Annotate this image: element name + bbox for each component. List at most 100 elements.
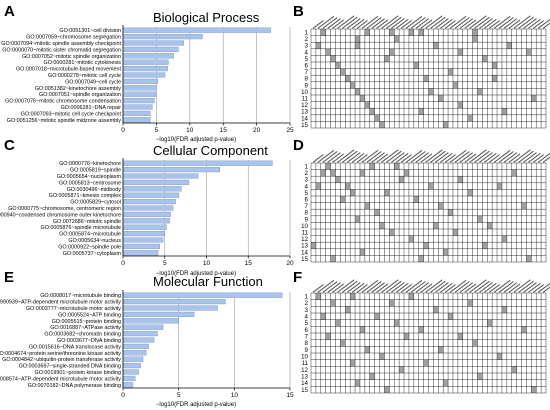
heatmap-column-label-f-11 (366, 281, 382, 293)
category-label-a-2: GO:0007094~mitotic spindle assembly chec… (1, 41, 121, 47)
heatmap-row-label-f-14: 15 (301, 387, 308, 394)
bar-a-6 (122, 66, 168, 72)
heatmap-row-label-b-12: 13 (301, 109, 308, 116)
heatmap-cell-f-23 (364, 346, 370, 353)
panel-letter-b: B (293, 3, 304, 20)
heatmap-column-label-d-7 (347, 151, 362, 163)
heatmap-column-label-f-10 (361, 280, 379, 293)
category-label-a-8: GO:0007049~cell cycle (65, 79, 121, 85)
panel-letter-a: A (4, 3, 15, 20)
heatmap-column-label-d-37 (494, 150, 511, 163)
category-label-a-10: GO:0007051~spindle organization (39, 92, 121, 98)
heatmap-cell-d-40 (418, 255, 424, 262)
heatmap-cell-d-31 (452, 229, 458, 236)
category-label-a-7: GO:0000278~mitotic cell cycle (48, 73, 121, 79)
heatmap-column-label-f-0 (312, 284, 324, 293)
heatmap-cell-f-27 (350, 359, 356, 367)
heatmap-cell-b-9 (315, 42, 321, 49)
panel-title-biological-process: Biological Process (153, 10, 260, 25)
heatmap-cell-d-18 (340, 196, 346, 203)
heatmap-column-label-b-27 (445, 20, 456, 29)
heatmap-cell-d-16 (384, 189, 390, 196)
heatmap-cell-d-24 (448, 209, 453, 216)
heatmap-column-label-d-3 (327, 152, 341, 163)
heatmap-column-label-f-39 (503, 282, 517, 293)
heatmap-column-label-b-46 (538, 18, 550, 29)
heatmap-column-label-f-17 (396, 283, 409, 293)
heatmap-cell-b-14 (389, 48, 395, 56)
heatmap-cell-b-16 (526, 48, 532, 56)
category-label-a-9: GO:0051382~kinetochore assembly (35, 86, 121, 92)
heatmap-row-label-f-10: 11 (302, 360, 309, 367)
heatmap-column-label-d-23 (425, 149, 443, 163)
bar-e-9 (122, 350, 147, 356)
x-tick-label-c-3: 15 (245, 260, 253, 267)
heatmap-row-label-f-7: 8 (305, 340, 309, 347)
panel-letter-e: E (4, 269, 14, 286)
heatmap-column-label-d-44 (528, 153, 541, 163)
heatmap-column-label-d-40 (508, 153, 521, 163)
heatmap-cell-d-9 (399, 176, 405, 183)
heatmap-cell-b-11 (433, 42, 439, 49)
heatmap-cell-d-33 (501, 235, 507, 243)
heatmap-cell-f-11 (448, 313, 453, 320)
bar-a-7 (122, 72, 166, 78)
heatmap-cell-f-21 (340, 339, 346, 347)
bar-c-14 (122, 250, 159, 256)
heatmap-column-label-f-22 (420, 283, 433, 293)
bar-e-2 (122, 305, 218, 311)
heatmap-row-label-b-11: 12 (301, 102, 308, 109)
heatmap-row-label-f-5: 6 (305, 327, 309, 334)
heatmap-column-label-b-34 (479, 17, 494, 29)
bar-e-3 (122, 311, 195, 317)
heatmap-column-label-d-47 (543, 156, 550, 163)
heatmap-row-label-b-8: 9 (305, 82, 309, 89)
heatmap-cell-d-3 (320, 169, 326, 177)
bar-c-8 (122, 211, 171, 217)
category-label-c-5: GO:0005871~kinesin complex (49, 193, 122, 199)
bar-c-5 (122, 192, 180, 198)
heatmap-column-label-b-15 (386, 16, 402, 29)
category-label-a-1: GO:0007059~chromosome segregation (26, 35, 121, 41)
heatmap-cell-d-23 (374, 209, 380, 216)
heatmap-cell-d-6 (404, 169, 409, 177)
x-tick-label-c-1: 5 (163, 260, 167, 267)
heatmap-column-label-b-45 (533, 20, 544, 29)
heatmap-cell-b-0 (320, 29, 326, 36)
heatmap-cell-f-4 (389, 299, 395, 307)
heatmap-column-label-b-19 (405, 16, 423, 29)
heatmap-cell-f-29 (399, 366, 405, 373)
heatmap-cell-b-13 (325, 48, 331, 56)
heatmap-cell-b-10 (355, 42, 360, 49)
heatmap-column-label-d-21 (415, 152, 429, 163)
heatmap-cell-b-19 (482, 55, 488, 62)
heatmap-cell-f-19 (404, 333, 409, 340)
heatmap-column-label-b-36 (489, 20, 500, 29)
heatmap-column-label-b-22 (420, 19, 433, 29)
category-label-e-11: GO:0003697~single-stranded DNA binding (19, 364, 121, 370)
heatmap-column-label-d-25 (435, 151, 450, 163)
bar-a-12 (122, 104, 153, 110)
heatmap-cell-b-42 (467, 114, 473, 122)
heatmap-row-label-f-9: 10 (301, 354, 308, 361)
heatmap-cell-f-16 (418, 326, 424, 333)
heatmap-row-label-f-0: 1 (305, 294, 309, 301)
heatmap-column-label-b-24 (430, 16, 446, 29)
heatmap-column-label-d-16 (391, 151, 406, 163)
category-label-a-5: GO:0000281~mitotic cytokinesis (44, 60, 122, 66)
heatmap-column-label-b-7 (347, 17, 362, 29)
heatmap-column-label-f-15 (386, 280, 402, 293)
heatmap-column-label-f-32 (469, 279, 487, 293)
heatmap-cell-b-44 (443, 121, 449, 128)
heatmap-column-label-d-1 (317, 150, 335, 163)
heatmap-column-label-b-47 (543, 22, 550, 29)
heatmap-cell-f-25 (379, 353, 385, 360)
heatmap-column-label-d-42 (518, 150, 535, 163)
bar-e-4 (122, 318, 179, 324)
heatmap-cell-d-20 (364, 202, 370, 210)
heatmap-cell-f-26 (497, 353, 502, 360)
bar-e-0 (122, 292, 283, 298)
heatmap-column-label-b-20 (410, 17, 426, 29)
heatmap-cell-f-0 (315, 293, 321, 300)
